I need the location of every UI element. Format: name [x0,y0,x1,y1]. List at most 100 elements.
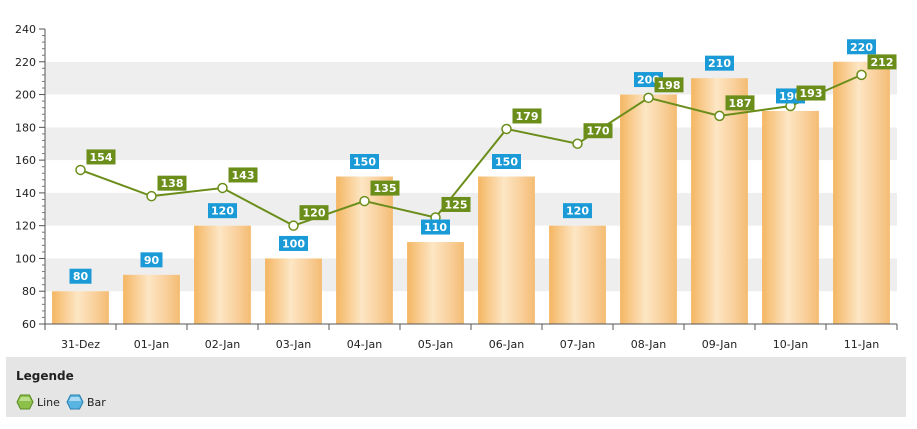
data-label: 187 [729,97,752,110]
data-label: 200 [637,74,660,87]
x-tick-label: 03-Jan [276,338,312,351]
data-label: 143 [232,169,255,182]
data-label: 120 [566,205,589,218]
plot-band [45,160,897,193]
data-label-box [299,205,329,221]
line-point [856,69,867,81]
x-tick-label: 07-Jan [560,338,596,351]
legend-title: Legende [16,369,74,383]
data-label-box [583,123,613,139]
data-label-box [492,154,521,169]
y-tick-label: 160 [15,154,36,167]
data-label: 150 [353,156,376,169]
data-label: 120 [303,207,326,220]
x-tick-label: 04-Jan [347,338,383,351]
data-label: 100 [282,237,305,250]
data-label-box [847,39,876,55]
data-label-box [867,54,897,70]
y-tick-label: 120 [15,220,36,233]
data-label-box [140,252,163,268]
data-label-box [370,180,400,196]
line-point [217,182,228,194]
x-tick-label: 05-Jan [418,338,454,351]
bar [833,61,890,325]
legend-item-bar[interactable]: Bar [66,394,106,410]
plot-band [45,61,897,95]
blue-hexagon-icon [66,394,84,410]
bar [123,274,180,324]
data-label-box [69,268,92,284]
line-point [75,164,86,176]
plot-band [45,225,897,259]
data-label: 179 [516,110,539,123]
x-tick-label: 09-Jan [702,338,738,351]
data-label: 170 [587,125,610,138]
y-tick-label: 180 [15,121,36,134]
data-label-box [228,167,258,183]
data-label: 212 [871,56,894,69]
green-hexagon-icon [16,394,34,410]
data-label-box [350,154,379,169]
data-label: 193 [800,87,823,100]
data-label-box [705,55,734,71]
y-tick-label: 140 [15,187,36,200]
line-point [572,138,583,149]
data-label-box [421,219,450,235]
plot-band [45,291,897,324]
plot-band [45,258,897,292]
bar [52,291,109,324]
y-tick-label: 100 [15,252,36,265]
line-point [714,110,725,122]
bar [194,225,251,324]
data-label: 150 [495,156,518,169]
legend-item-line[interactable]: Line [16,394,60,410]
data-label: 120 [211,205,234,218]
line-point [501,123,512,135]
legend-items: Line Bar [16,394,112,410]
bar [762,110,819,324]
bar [407,242,464,324]
data-label-box [86,149,116,165]
y-tick-label: 60 [22,318,36,331]
line-point [288,220,299,231]
x-tick-label: 02-Jan [205,338,241,351]
data-label: 220 [850,41,873,54]
data-label: 110 [424,221,447,234]
x-tick-label: 01-Jan [134,338,170,351]
data-label-box [512,108,542,124]
line-point [359,195,370,207]
bar [549,225,606,324]
data-labels: 80 90 120 100 150 110 150 120 200 210 190 220 154 138… [69,39,897,284]
data-label: 154 [90,151,113,164]
data-label-box [441,196,471,212]
data-label: 138 [161,177,184,190]
x-tick-label: 31-Dez [61,338,100,351]
plot-band [45,29,897,62]
data-label: 90 [144,254,160,267]
data-label-box [563,203,592,219]
line-path [80,73,862,227]
data-label: 125 [445,198,468,211]
x-tick-label: 11-Jan [844,338,880,351]
legend-panel: Legende Line Bar [6,357,906,417]
bar [478,176,535,324]
data-label-box [279,235,308,251]
bar [265,258,322,324]
data-label: 80 [73,270,89,283]
legend-label-line: Line [37,395,60,409]
data-label-box [157,175,187,191]
data-label-box [796,85,826,101]
line-point [643,92,654,104]
x-tick-label: 08-Jan [631,338,667,351]
x-tick-label: 06-Jan [489,338,525,351]
data-label: 135 [374,182,397,195]
chart-canvas: 60 80 100 120 140 160 180 200 220 240 31-Dez 01-Jan… [15,23,898,351]
y-tick-label: 200 [15,89,36,102]
plot-band [45,192,897,226]
y-tick-label: 80 [22,285,36,298]
legend-label-bar: Bar [86,395,106,409]
data-label-box [654,77,684,93]
line-point [146,190,157,202]
bar [620,94,677,324]
